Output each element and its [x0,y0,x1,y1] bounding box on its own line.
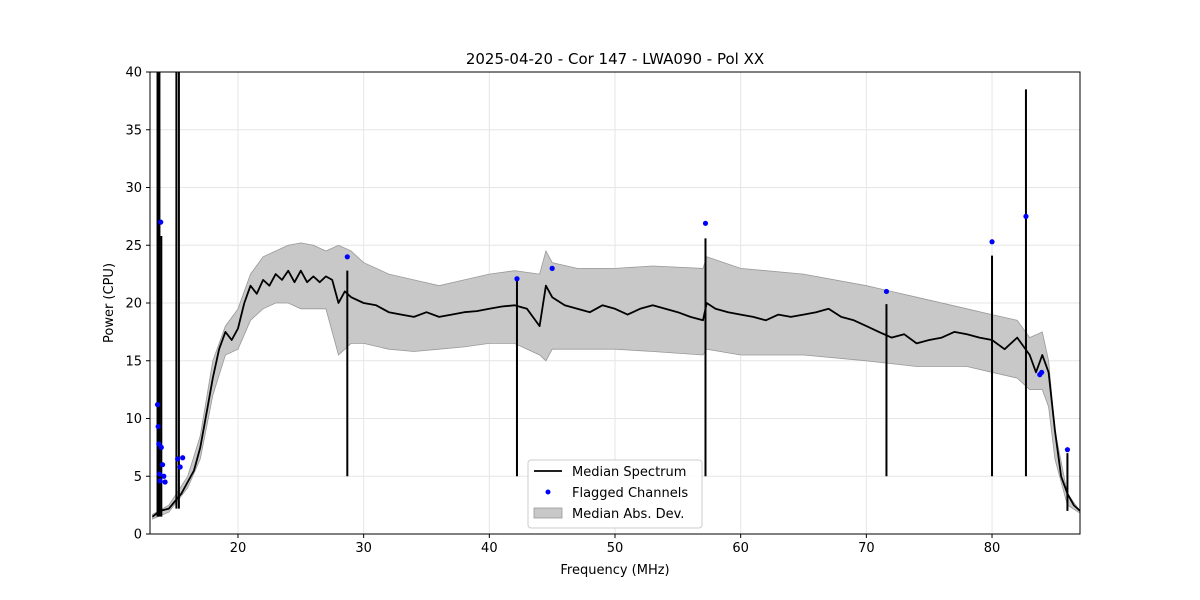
x-axis-ticks: 20 30 40 50 60 70 80 [230,534,1001,556]
flagged-channel-point [702,220,709,226]
flagged-channel-point [162,479,168,485]
median-spectrum-line [151,269,1080,518]
flagged-channel-point [883,288,890,295]
mad-band [152,242,1080,520]
legend-median-label: Median Spectrum [572,465,686,480]
x-tick-label: 50 [607,541,624,556]
x-tick-label: 20 [230,541,247,556]
flagged-channel-point [1039,369,1045,375]
flagged-channel-point [175,456,181,462]
legend: Median Spectrum Flagged Channels Median … [527,459,703,529]
y-tick-label: 35 [125,123,142,138]
x-tick-label: 30 [355,541,372,556]
flagged-channel-point [157,478,163,484]
chart-title: 2025-04-20 - Cor 147 - LWA090 - Pol XX [466,50,764,68]
y-tick-label: 5 [134,470,142,485]
flagged-channel-point [158,219,164,225]
flagged-channel-point [1023,213,1029,219]
y-tick-label: 25 [125,239,142,254]
x-tick-label: 70 [858,541,875,556]
flagged-channel-point [156,471,163,477]
legend-flagged-swatch [545,489,551,495]
legend-mad-swatch [533,507,563,519]
flagged-channel-point [989,239,995,245]
y-axis-ticks: 0 5 10 15 20 25 30 35 40 [125,66,150,543]
x-axis-label: Frequency (MHz) [560,563,669,578]
y-tick-label: 20 [125,297,142,312]
flagged-channel-point [161,473,167,479]
y-tick-label: 40 [125,66,142,81]
y-tick-label: 15 [125,354,142,369]
legend-flagged-label: Flagged Channels [572,486,688,501]
flagged-channel-point [154,402,161,408]
flagged-channel-point [155,423,161,430]
flagged-channel-point [514,276,520,282]
x-tick-label: 60 [732,541,749,556]
x-tick-label: 40 [481,541,498,556]
y-tick-label: 10 [125,412,142,427]
flagged-channel-point [158,444,164,450]
flagged-channel-point [177,464,183,470]
flagged-channel-point [1064,447,1071,453]
y-tick-label: 0 [134,528,142,543]
plot-area [151,72,1080,520]
y-tick-label: 30 [125,181,142,196]
flagged-channel-point [159,462,166,468]
flagged-channel-point [549,265,555,271]
legend-box [527,459,703,529]
x-tick-label: 80 [984,541,1001,556]
flagged-channel-point [344,254,350,260]
legend-mad-label: Median Abs. Dev. [572,507,684,522]
flagged-channel-point [180,455,186,461]
y-axis-label: Power (CPU) [102,263,117,343]
series-group [151,72,1080,520]
